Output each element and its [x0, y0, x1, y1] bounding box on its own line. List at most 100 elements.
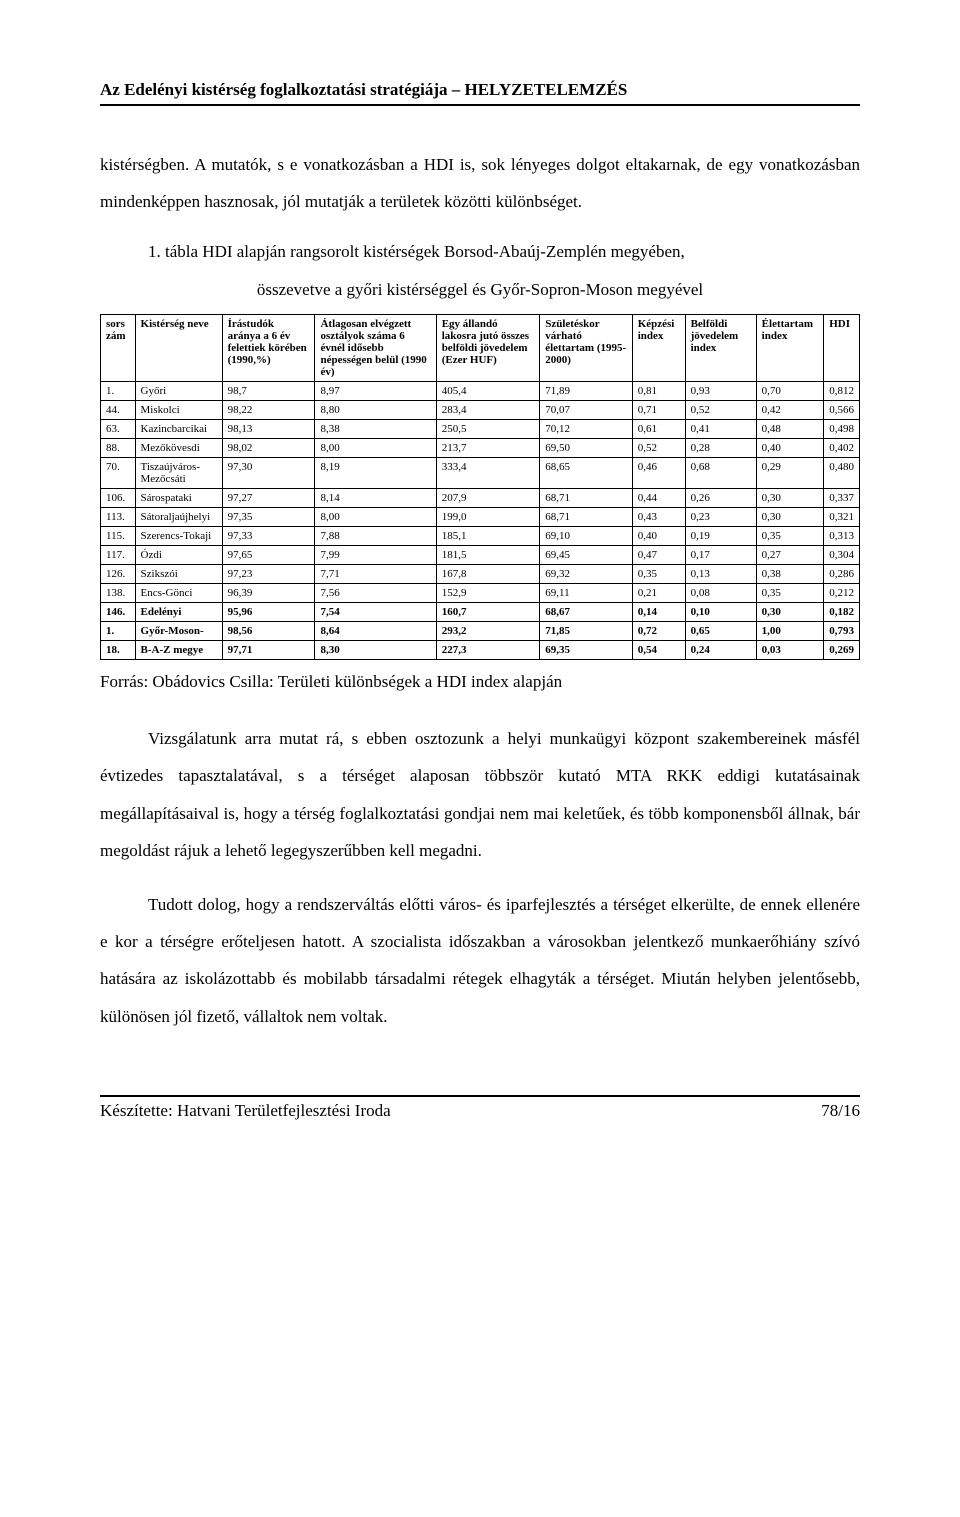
table-cell: 0,71: [632, 400, 685, 419]
table-cell: 0,313: [824, 526, 860, 545]
table-cell: 0,52: [685, 400, 756, 419]
table-cell: 97,27: [222, 488, 315, 507]
table-cell: 167,8: [436, 564, 540, 583]
table-cell: Encs-Gönci: [135, 583, 222, 602]
page-footer: Készítette: Hatvani Területfejlesztési I…: [100, 1095, 860, 1121]
table-cell: 0,28: [685, 438, 756, 457]
table-cell: 0,72: [632, 621, 685, 640]
table-cell: 98,56: [222, 621, 315, 640]
table-cell: 0,46: [632, 457, 685, 488]
table-cell: 0,26: [685, 488, 756, 507]
table-cell: 69,35: [540, 640, 632, 659]
table-cell: 199,0: [436, 507, 540, 526]
table-cell: 0,337: [824, 488, 860, 507]
table-cell: Edelényi: [135, 602, 222, 621]
table-cell: 98,7: [222, 381, 315, 400]
table-cell: 96,39: [222, 583, 315, 602]
table-row: 63.Kazincbarcikai98,138,38250,570,120,61…: [101, 419, 860, 438]
table-cell: 405,4: [436, 381, 540, 400]
table-cell: 0,43: [632, 507, 685, 526]
table-cell: Ózdi: [135, 545, 222, 564]
table-cell: 7,54: [315, 602, 436, 621]
table-row: 113.Sátoraljaújhelyi97,358,00199,068,710…: [101, 507, 860, 526]
table-cell: 68,67: [540, 602, 632, 621]
footer-right: 78/16: [821, 1101, 860, 1121]
table-cell: 0,269: [824, 640, 860, 659]
table-row: 146.Edelényi95,967,54160,768,670,140,100…: [101, 602, 860, 621]
table-cell: 18.: [101, 640, 136, 659]
table-cell: 69,45: [540, 545, 632, 564]
table-cell: 146.: [101, 602, 136, 621]
table-cell: 0,61: [632, 419, 685, 438]
table-cell: 0,81: [632, 381, 685, 400]
table-cell: 8,97: [315, 381, 436, 400]
table-cell: 0,42: [756, 400, 824, 419]
table-cell: 0,212: [824, 583, 860, 602]
table-row: 44.Miskolci98,228,80283,470,070,710,520,…: [101, 400, 860, 419]
table-cell: 8,64: [315, 621, 436, 640]
table-cell: 207,9: [436, 488, 540, 507]
table-cell: 98,22: [222, 400, 315, 419]
table-row: 18.B-A-Z megye97,718,30227,369,350,540,2…: [101, 640, 860, 659]
table-cell: 0,44: [632, 488, 685, 507]
table-cell: 1.: [101, 621, 136, 640]
table-cell: 0,35: [756, 526, 824, 545]
table-row: 88.Mezőkövesdi98,028,00213,769,500,520,2…: [101, 438, 860, 457]
table-cell: 1.: [101, 381, 136, 400]
table-cell: 0,29: [756, 457, 824, 488]
table-cell: 8,80: [315, 400, 436, 419]
table-cell: 0,40: [632, 526, 685, 545]
page: Az Edelényi kistérség foglalkoztatási st…: [0, 0, 960, 1181]
table-cell: 95,96: [222, 602, 315, 621]
table-cell: 70.: [101, 457, 136, 488]
table-cell: 283,4: [436, 400, 540, 419]
col-header: sors zám: [101, 314, 136, 381]
table-cell: 0,03: [756, 640, 824, 659]
table-cell: 71,89: [540, 381, 632, 400]
table-cell: 68,65: [540, 457, 632, 488]
table-cell: 0,182: [824, 602, 860, 621]
table-cell: 113.: [101, 507, 136, 526]
table-cell: 0,321: [824, 507, 860, 526]
col-header: Írástudók aránya a 6 év felettiek körébe…: [222, 314, 315, 381]
table-cell: 69,32: [540, 564, 632, 583]
col-header: Élettartam index: [756, 314, 824, 381]
footer-left: Készítette: Hatvani Területfejlesztési I…: [100, 1101, 391, 1121]
table-cell: 69,10: [540, 526, 632, 545]
hdi-table: sors zám Kistérség neve Írástudók aránya…: [100, 314, 860, 660]
table-cell: 97,33: [222, 526, 315, 545]
table-cell: 0,54: [632, 640, 685, 659]
table-cell: 185,1: [436, 526, 540, 545]
table-cell: 181,5: [436, 545, 540, 564]
table-cell: 8,38: [315, 419, 436, 438]
table-cell: 0,47: [632, 545, 685, 564]
table-cell: 0,35: [632, 564, 685, 583]
col-header: Egy állandó lakosra jutó összes belföldi…: [436, 314, 540, 381]
table-cell: 106.: [101, 488, 136, 507]
table-cell: 293,2: [436, 621, 540, 640]
table-header-row: sors zám Kistérség neve Írástudók aránya…: [101, 314, 860, 381]
table-cell: 0,30: [756, 488, 824, 507]
table-cell: 63.: [101, 419, 136, 438]
table-cell: 97,23: [222, 564, 315, 583]
table-cell: 8,00: [315, 438, 436, 457]
table-head: sors zám Kistérség neve Írástudók aránya…: [101, 314, 860, 381]
table-cell: 0,30: [756, 507, 824, 526]
table-cell: 0,304: [824, 545, 860, 564]
table-cell: 0,52: [632, 438, 685, 457]
table-cell: 0,41: [685, 419, 756, 438]
source-line: Forrás: Obádovics Csilla: Területi külön…: [100, 672, 860, 692]
table-cell: 138.: [101, 583, 136, 602]
col-header: Átlagosan elvégzett osztályok száma 6 év…: [315, 314, 436, 381]
table-cell: 115.: [101, 526, 136, 545]
table-row: 126.Szikszói97,237,71167,869,320,350,130…: [101, 564, 860, 583]
table-cell: 97,65: [222, 545, 315, 564]
table-cell: 0,68: [685, 457, 756, 488]
table-cell: 97,30: [222, 457, 315, 488]
intro-paragraph: kistérségben. A mutatók, s e vonatkozásb…: [100, 146, 860, 221]
table-cell: 213,7: [436, 438, 540, 457]
table-cell: 69,50: [540, 438, 632, 457]
table-row: 138.Encs-Gönci96,397,56152,969,110,210,0…: [101, 583, 860, 602]
table-cell: 0,27: [756, 545, 824, 564]
table-cell: 152,9: [436, 583, 540, 602]
